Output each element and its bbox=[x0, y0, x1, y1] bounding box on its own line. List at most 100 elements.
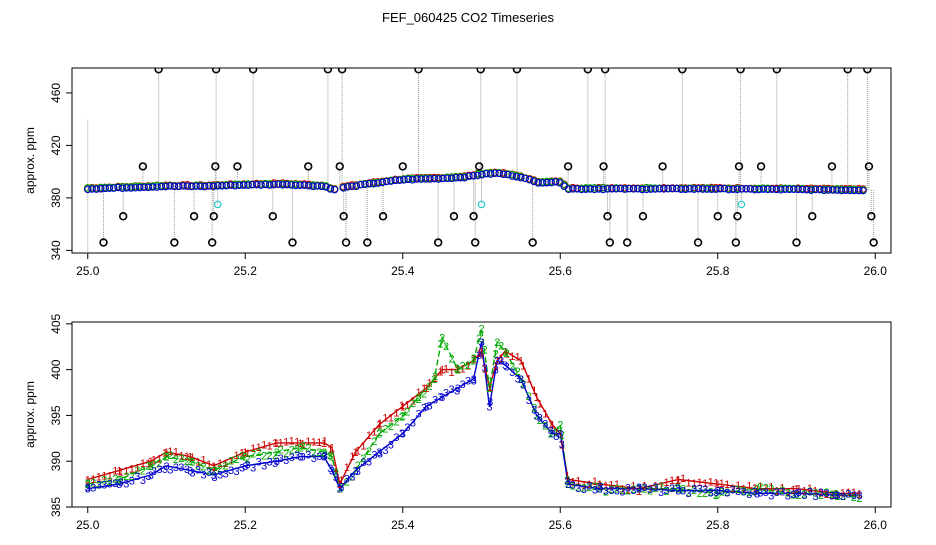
point-label-2: 2 bbox=[267, 450, 273, 462]
data-point bbox=[192, 182, 200, 190]
data-point bbox=[590, 185, 599, 194]
data-point bbox=[395, 176, 404, 185]
point-label-3: 3 bbox=[746, 489, 752, 501]
point-label-1: 1 bbox=[823, 489, 829, 501]
outlier-point bbox=[339, 212, 348, 221]
point-label-2: 2 bbox=[796, 490, 802, 502]
point-label-1: 1 bbox=[352, 447, 358, 459]
point-label-3: 3 bbox=[636, 484, 642, 496]
point-label-1: 1 bbox=[603, 480, 609, 492]
data-point bbox=[547, 178, 555, 187]
data-point bbox=[811, 185, 820, 194]
point-label-2: 2 bbox=[426, 381, 432, 393]
point-label-3: 3 bbox=[498, 356, 504, 368]
point-label-1: 1 bbox=[423, 383, 429, 395]
point-label-1: 1 bbox=[724, 479, 730, 491]
point-label-1: 1 bbox=[553, 426, 559, 438]
point-label-3: 3 bbox=[242, 461, 248, 473]
point-label-2: 2 bbox=[774, 487, 780, 499]
point-label-3: 3 bbox=[559, 439, 565, 451]
data-point bbox=[772, 185, 781, 194]
point-label-3: 3 bbox=[333, 472, 339, 484]
point-label-1: 1 bbox=[167, 446, 173, 458]
point-label-2: 2 bbox=[515, 366, 521, 378]
data-point bbox=[135, 183, 144, 192]
point-label-3: 3 bbox=[400, 429, 406, 441]
point-label-2: 2 bbox=[715, 488, 721, 500]
data-point bbox=[226, 181, 235, 189]
outlier-point bbox=[864, 162, 874, 171]
point-label-3: 3 bbox=[338, 481, 344, 493]
point-label-2: 2 bbox=[376, 429, 382, 441]
point-label-3: 3 bbox=[148, 470, 154, 482]
data-point bbox=[235, 181, 244, 189]
data-point bbox=[361, 180, 369, 189]
point-label-2: 2 bbox=[289, 444, 295, 456]
point-label-2: 2 bbox=[518, 374, 524, 386]
outlier-point bbox=[138, 162, 148, 171]
point-label-1: 1 bbox=[206, 459, 212, 471]
data-point bbox=[452, 173, 460, 182]
point-label-3: 3 bbox=[493, 364, 499, 376]
point-label-3: 3 bbox=[768, 490, 774, 502]
point-label-1: 1 bbox=[337, 479, 343, 491]
point-label-1: 1 bbox=[178, 450, 184, 462]
point-label-1: 1 bbox=[333, 463, 339, 475]
data-point bbox=[781, 185, 789, 193]
point-label-2: 2 bbox=[664, 486, 670, 498]
data-point bbox=[759, 185, 768, 193]
data-point bbox=[712, 185, 720, 193]
point-label-3: 3 bbox=[272, 458, 278, 470]
point-label-3: 3 bbox=[449, 384, 455, 396]
point-label-1: 1 bbox=[752, 483, 758, 495]
data-point bbox=[122, 184, 131, 192]
data-point bbox=[699, 185, 707, 193]
outlier-point bbox=[863, 68, 872, 74]
data-point bbox=[820, 186, 828, 195]
data-point bbox=[807, 186, 815, 194]
point-label-3: 3 bbox=[531, 404, 537, 416]
point-label-3: 3 bbox=[206, 467, 212, 479]
point-label-3: 3 bbox=[316, 451, 322, 463]
point-label-2: 2 bbox=[592, 481, 598, 493]
data-point bbox=[365, 179, 374, 188]
point-label-1: 1 bbox=[515, 351, 521, 363]
point-label-3: 3 bbox=[658, 487, 664, 499]
data-point bbox=[222, 181, 231, 190]
point-label-3: 3 bbox=[807, 487, 813, 499]
point-label-2: 2 bbox=[597, 481, 603, 493]
point-label-2: 2 bbox=[680, 484, 686, 496]
point-label-3: 3 bbox=[549, 429, 555, 441]
point-label-3: 3 bbox=[608, 485, 614, 497]
point-label-2: 2 bbox=[856, 493, 862, 505]
point-label-1: 1 bbox=[597, 480, 603, 492]
point-label-3: 3 bbox=[274, 456, 280, 468]
data-point bbox=[703, 185, 711, 193]
point-label-3: 3 bbox=[85, 484, 91, 496]
point-label-3: 3 bbox=[278, 453, 284, 465]
outlier-point bbox=[583, 68, 593, 74]
data-point bbox=[551, 178, 560, 186]
data-point bbox=[439, 174, 447, 183]
point-label-1: 1 bbox=[559, 440, 565, 452]
point-label-1: 1 bbox=[426, 378, 432, 390]
data-point bbox=[603, 185, 612, 193]
outlier-point bbox=[268, 212, 278, 221]
point-label-2: 2 bbox=[520, 378, 526, 390]
point-label-3: 3 bbox=[471, 375, 477, 387]
point-label-2: 2 bbox=[355, 460, 361, 472]
top-panel: 25.0 25.2 25.4 25.6 25.8 26.0 340 380 420 460 appr… bbox=[23, 67, 892, 278]
point-label-1: 1 bbox=[531, 385, 537, 397]
point-label-2: 2 bbox=[118, 474, 124, 486]
x-tick-label: 25.4 bbox=[391, 264, 415, 278]
point-label-3: 3 bbox=[156, 464, 162, 476]
data-point bbox=[382, 177, 391, 186]
point-label-2: 2 bbox=[211, 465, 217, 477]
point-label-3: 3 bbox=[382, 445, 388, 457]
point-label-2: 2 bbox=[261, 451, 267, 463]
point-label-2: 2 bbox=[636, 484, 642, 496]
point-label-2: 2 bbox=[675, 482, 681, 494]
y-tick-label: 395 bbox=[49, 405, 63, 425]
point-label-3: 3 bbox=[845, 488, 851, 500]
point-label-2: 2 bbox=[493, 348, 499, 360]
